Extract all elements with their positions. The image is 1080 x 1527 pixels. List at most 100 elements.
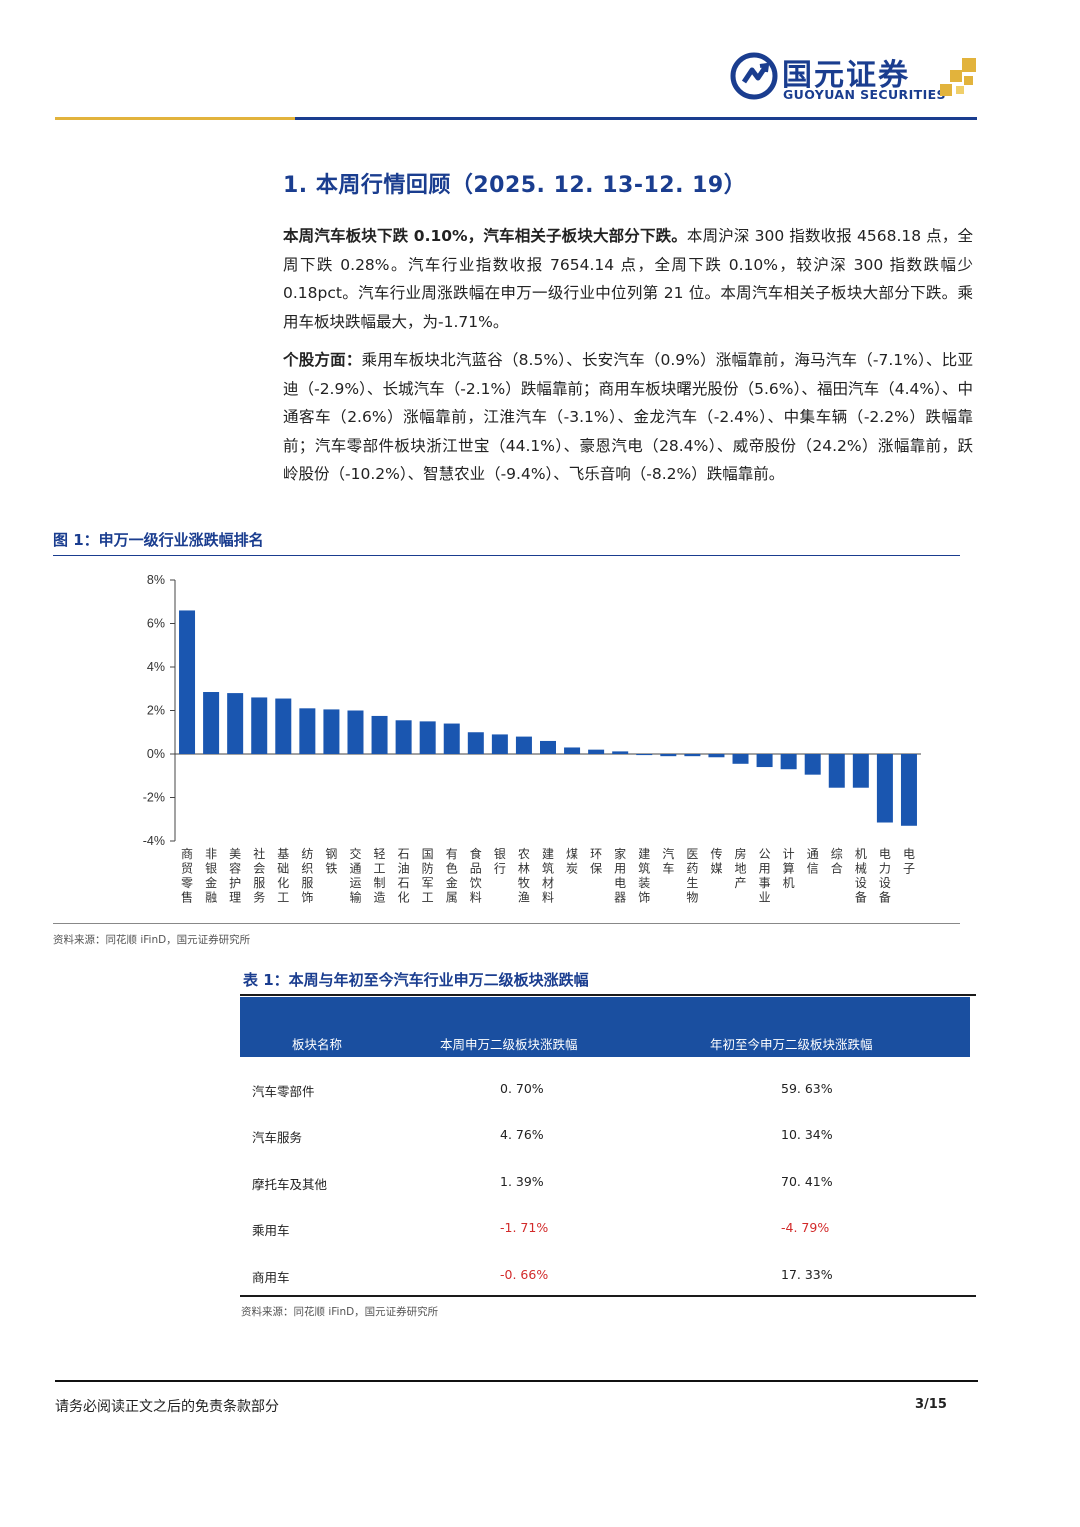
- y-tick-label: 8%: [147, 573, 165, 587]
- cell-weekly: 1. 39%: [500, 1174, 544, 1189]
- chart-bar: [708, 754, 725, 758]
- table-row: 商用车 -0. 66% 17. 33%: [240, 1252, 970, 1298]
- y-tick-label: 6%: [147, 617, 165, 631]
- chart-bar: [852, 754, 869, 788]
- stocks-lead: 个股方面：: [283, 351, 362, 369]
- cell-weekly: -1. 71%: [500, 1220, 549, 1235]
- brand-name-en: GUOYUAN SECURITIES: [783, 87, 946, 102]
- figure-rule-bottom: [53, 923, 960, 924]
- x-tick-label: 综合: [831, 847, 843, 876]
- y-tick-label: -2%: [143, 791, 165, 805]
- chart-bar: [756, 754, 773, 768]
- cell-ytd: 59. 63%: [781, 1081, 833, 1096]
- chart-bar: [804, 754, 821, 775]
- chart-bar: [347, 710, 364, 754]
- table-source: 资料来源：同花顺 iFinD，国元证券研究所: [241, 1306, 439, 1318]
- cell-sector: 乘用车: [252, 1223, 290, 1238]
- x-tick-label: 基础化工: [277, 847, 289, 905]
- y-tick-label: 4%: [147, 660, 165, 674]
- x-tick-label: 汽车: [662, 846, 674, 876]
- x-tick-label: 社会服务: [253, 846, 265, 905]
- x-tick-label: 有色金属: [446, 847, 458, 905]
- x-tick-label: 美容护理: [229, 847, 241, 905]
- header-ytd-change: 年初至今申万二级板块涨跌幅: [710, 1037, 873, 1052]
- header-weekly-change: 本周申万二级板块涨跌幅: [440, 1037, 578, 1052]
- x-tick-label: 公用事业: [759, 847, 771, 905]
- table-row: 乘用车 -1. 71% -4. 79%: [240, 1205, 970, 1251]
- stocks-paragraph: 个股方面：乘用车板块北汽蓝谷（8.5%）、长安汽车（0.9%）涨幅靠前，海马汽车…: [283, 346, 973, 489]
- disclaimer-note: 请务必阅读正文之后的免责条款部分: [55, 1399, 279, 1415]
- page-number: 3/15: [915, 1397, 947, 1412]
- chart-bar: [275, 698, 292, 754]
- x-tick-label: 建筑材料: [542, 847, 554, 905]
- x-tick-label: 煤炭: [566, 847, 578, 876]
- chart-bar: [395, 720, 412, 754]
- x-tick-label: 环保: [590, 847, 602, 876]
- gold-squares-icon: [940, 58, 976, 96]
- chart-bar: [564, 747, 581, 754]
- chart-bar: [323, 709, 340, 754]
- x-tick-label: 商贸零售: [181, 846, 193, 905]
- x-tick-label: 房地产: [735, 846, 747, 890]
- chart-bar: [588, 749, 605, 754]
- y-tick-label: -4%: [143, 834, 165, 848]
- cell-sector: 摩托车及其他: [252, 1177, 328, 1192]
- x-tick-label: 家用电器: [614, 846, 626, 905]
- summary-paragraph: 本周汽车板块下跌 0.10%，汽车相关子板块大部分下跌。本周沪深 300 指数收…: [283, 222, 973, 336]
- x-tick-label: 建筑装饰: [638, 847, 650, 905]
- chart-bar: [900, 754, 917, 826]
- cell-sector: 汽车服务: [252, 1130, 303, 1145]
- chart-bar: [780, 754, 797, 770]
- x-tick-label: 机械设备: [855, 847, 867, 905]
- x-tick-label: 电子: [903, 847, 915, 876]
- chart-bar: [179, 610, 196, 754]
- chart-bar: [828, 754, 845, 788]
- chart-bar: [371, 715, 388, 754]
- x-tick-label: 交通运输: [349, 846, 361, 905]
- x-tick-label: 石油石化: [398, 847, 410, 905]
- chart-bar: [540, 740, 556, 754]
- x-tick-label: 电力设备: [879, 847, 891, 905]
- y-tick-label: 2%: [147, 704, 165, 718]
- chart-bar: [299, 708, 316, 754]
- x-tick-label: 纺织服饰: [301, 847, 313, 905]
- x-tick-label: 钢铁: [325, 847, 337, 876]
- table-caption: 表 1：本周与年初至今汽车行业申万二级板块涨跌幅: [243, 971, 589, 989]
- table-row: 汽车服务 4. 76% 10. 34%: [240, 1112, 970, 1158]
- x-tick-label: 农林牧渔: [518, 847, 530, 905]
- cell-sector: 汽车零部件: [252, 1084, 315, 1099]
- header-sector-name: 板块名称: [292, 1037, 343, 1052]
- industry-ranking-chart: 8% 6% 4% 2% 0% -2% -4% 商贸零售非银金融美容护理社会服务基础化工纺织服饰…: [143, 573, 921, 905]
- chart-bar: [443, 723, 460, 754]
- figure-rule-top: [53, 555, 960, 556]
- x-tick-label: 轻工制造: [374, 847, 386, 905]
- header-rule-gold: [55, 117, 295, 120]
- cell-ytd: 10. 34%: [781, 1127, 833, 1142]
- cell-weekly: 4. 76%: [500, 1127, 544, 1142]
- cell-sector: 商用车: [252, 1270, 290, 1285]
- cell-ytd: 17. 33%: [781, 1267, 833, 1282]
- chart-bar: [491, 734, 508, 754]
- chart-bar: [203, 692, 220, 754]
- table-rule-bottom: [240, 1295, 976, 1297]
- x-tick-label: 银行: [494, 847, 506, 876]
- figure-source: 资料来源：同花顺 iFinD，国元证券研究所: [53, 934, 251, 946]
- chart-bar: [251, 697, 268, 754]
- table-header: 板块名称 本周申万二级板块涨跌幅 年初至今申万二级板块涨跌幅: [240, 997, 970, 1057]
- x-tick-label: 传媒: [710, 846, 722, 876]
- x-tick-label: 医药生物: [686, 847, 698, 905]
- cell-ytd: -4. 79%: [781, 1220, 830, 1235]
- chart-bar: [732, 754, 749, 764]
- guoyuan-logo-icon: [730, 52, 778, 100]
- chart-bar: [636, 754, 653, 756]
- chart-bar: [612, 751, 629, 754]
- chart-bar: [660, 754, 677, 757]
- stocks-body: 乘用车板块北汽蓝谷（8.5%）、长安汽车（0.9%）涨幅靠前，海马汽车（-7.1…: [283, 351, 973, 483]
- x-tick-label: 通信: [807, 847, 819, 876]
- x-tick-label: 食品饮料: [470, 846, 482, 905]
- cell-weekly: -0. 66%: [500, 1267, 549, 1282]
- figure-caption: 图 1：申万一级行业涨跌幅排名: [53, 531, 264, 549]
- section-title: 1. 本周行情回顾（2025. 12. 13-12. 19）: [283, 173, 747, 198]
- cell-weekly: 0. 70%: [500, 1081, 544, 1096]
- chart-bar: [419, 721, 436, 754]
